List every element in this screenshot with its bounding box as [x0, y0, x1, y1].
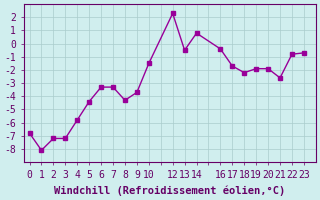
- X-axis label: Windchill (Refroidissement éolien,°C): Windchill (Refroidissement éolien,°C): [54, 185, 285, 196]
